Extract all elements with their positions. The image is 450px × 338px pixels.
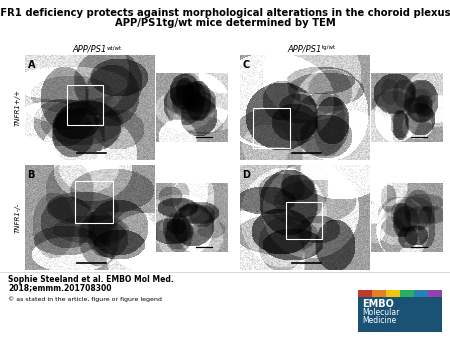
Text: 2018;emmm.201708300: 2018;emmm.201708300 bbox=[8, 283, 112, 292]
Bar bbox=[372, 290, 386, 297]
Text: EMBO: EMBO bbox=[362, 299, 394, 309]
Text: wt/wt: wt/wt bbox=[107, 45, 122, 50]
Bar bbox=[428, 290, 442, 297]
Text: APP/PS1tg/wt mice determined by TEM: APP/PS1tg/wt mice determined by TEM bbox=[115, 18, 335, 28]
Text: © as stated in the article, figure or figure legend: © as stated in the article, figure or fi… bbox=[8, 296, 162, 301]
Text: APP/PS1: APP/PS1 bbox=[72, 44, 107, 53]
Text: Medicine: Medicine bbox=[362, 316, 396, 325]
Bar bbox=[400, 290, 414, 297]
Bar bbox=[386, 290, 400, 297]
Text: TNFR1-/-: TNFR1-/- bbox=[15, 202, 21, 233]
Text: Sophie Steeland et al. EMBO Mol Med.: Sophie Steeland et al. EMBO Mol Med. bbox=[8, 275, 174, 284]
Text: tg/wt: tg/wt bbox=[322, 45, 336, 50]
Text: TNFR1 deficiency protects against morphological alterations in the choroid plexu: TNFR1 deficiency protects against morpho… bbox=[0, 8, 450, 18]
Text: APP/PS1: APP/PS1 bbox=[288, 44, 322, 53]
Text: TNFR1+/+: TNFR1+/+ bbox=[15, 89, 21, 126]
Bar bbox=[414, 290, 428, 297]
Bar bbox=[358, 290, 372, 297]
Bar bbox=[358, 290, 442, 332]
Text: Molecular: Molecular bbox=[362, 308, 400, 317]
